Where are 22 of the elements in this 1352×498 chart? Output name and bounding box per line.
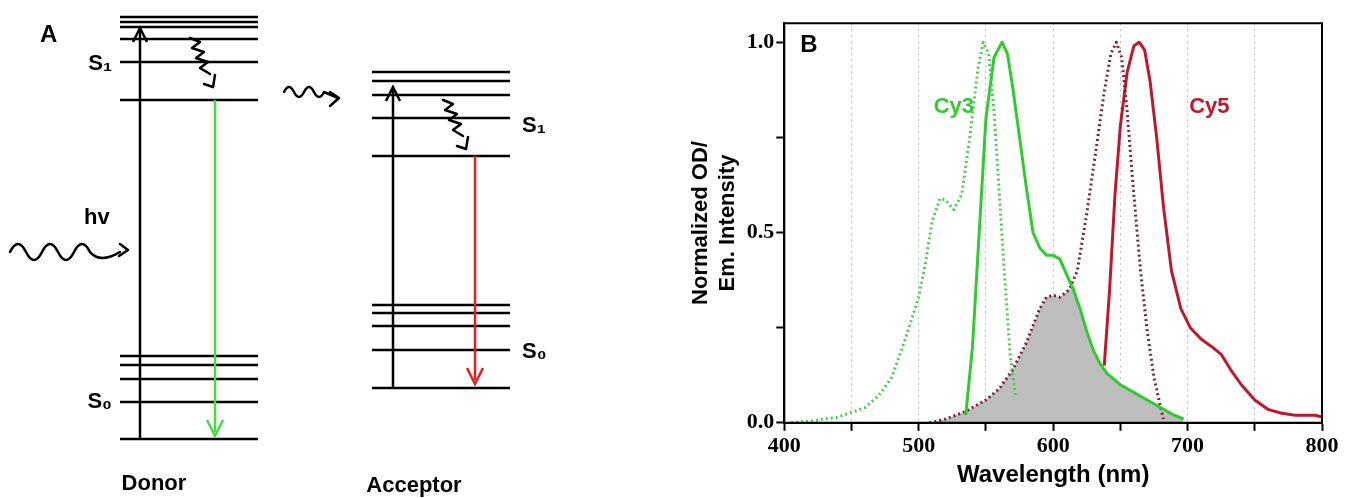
text: S₀ [87,388,112,413]
y-tick-label: 1.0 [746,27,775,53]
y-axis-title: Normalized OD/ Em. Intensity [687,141,739,305]
x-tick-label: 700 [1171,431,1205,457]
text: S₀ [522,338,547,363]
text: Acceptor [366,472,463,497]
text: hv [84,204,111,229]
x-axis-title: Wavelength (nm) [956,460,1150,488]
x-tick-label: 400 [767,431,801,457]
text: S₁ [522,112,546,137]
chart-title: B [800,29,818,57]
y-tick-label: 0.0 [746,408,775,434]
x-tick-label: 600 [1036,431,1070,457]
x-tick-label: 500 [902,431,936,457]
series-label: Cy3 [933,92,975,118]
x-tick-label: 800 [1305,431,1339,457]
text: Donor [121,470,187,495]
text: A [40,20,58,47]
series-label: Cy5 [1189,92,1230,118]
line-series [927,40,1165,423]
text: S₁ [88,50,112,75]
y-tick-label: 0.5 [746,218,775,244]
